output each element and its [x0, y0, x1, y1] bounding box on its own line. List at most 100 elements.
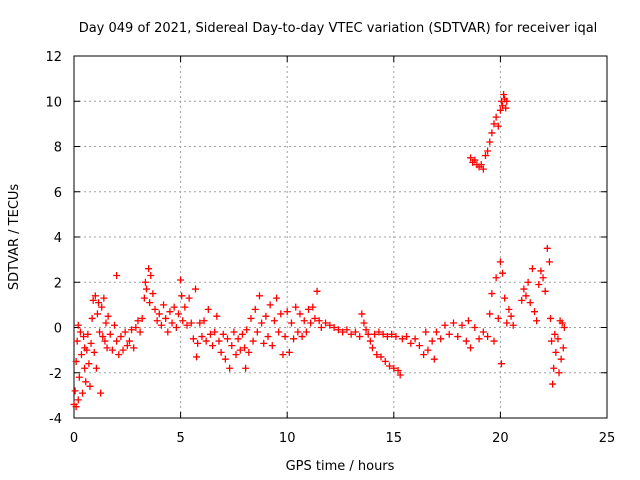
data-point [424, 346, 432, 354]
data-point [428, 337, 436, 345]
data-point [264, 333, 272, 341]
data-point [415, 342, 423, 350]
data-point [85, 360, 93, 368]
data-point [371, 330, 379, 338]
data-point [198, 333, 206, 341]
data-point [202, 337, 210, 345]
x-axis-label: GPS time / hours [286, 459, 395, 474]
data-point [458, 321, 466, 329]
data-point [422, 328, 430, 336]
data-point [72, 357, 80, 365]
data-point [309, 303, 317, 311]
data-point [75, 373, 83, 381]
data-point [381, 357, 389, 365]
data-point [449, 319, 457, 327]
data-point [266, 301, 274, 309]
data-point [383, 333, 391, 341]
data-point [494, 314, 502, 322]
data-point [76, 328, 84, 336]
data-point [539, 274, 547, 282]
x-tick-label: 5 [176, 431, 184, 446]
data-point [430, 355, 438, 363]
data-point [221, 355, 229, 363]
data-point [113, 337, 121, 345]
data-point [82, 378, 90, 386]
data-point [125, 337, 133, 345]
data-point [494, 122, 502, 130]
data-point [136, 328, 144, 336]
data-point [537, 267, 545, 275]
data-point [360, 319, 368, 327]
data-point [88, 314, 96, 322]
data-point [500, 90, 508, 98]
data-point [441, 321, 449, 329]
data-point [160, 301, 168, 309]
data-point [200, 317, 208, 325]
data-point [162, 314, 170, 322]
data-point [196, 319, 204, 327]
data-point [503, 97, 511, 105]
data-point [111, 321, 119, 329]
data-point [96, 328, 104, 336]
data-point [194, 339, 202, 347]
data-point [557, 355, 565, 363]
data-point [330, 324, 338, 331]
data-point [313, 287, 321, 295]
y-tick-label: 12 [45, 50, 62, 65]
data-point [311, 314, 319, 322]
data-point [238, 330, 246, 338]
data-point [185, 294, 193, 302]
data-point [181, 303, 189, 311]
data-point [467, 344, 475, 352]
data-point [528, 265, 536, 273]
data-point [526, 299, 534, 307]
data-point [84, 330, 92, 338]
data-point [503, 319, 511, 327]
y-tick-label: -2 [49, 367, 62, 382]
data-point [366, 337, 374, 345]
data-point [243, 326, 251, 334]
data-point [83, 346, 91, 354]
data-point [403, 333, 411, 341]
data-point [87, 339, 95, 347]
data-point [93, 310, 101, 318]
data-point [147, 271, 155, 279]
data-point [509, 321, 517, 329]
data-point [388, 330, 396, 338]
data-point [99, 333, 107, 341]
x-tick-label: 0 [70, 431, 78, 446]
data-point [100, 294, 108, 302]
data-point [322, 319, 330, 327]
data-point [302, 328, 310, 336]
data-point [501, 294, 509, 302]
data-point [432, 328, 440, 336]
data-point [123, 342, 131, 350]
data-point [81, 364, 89, 372]
data-point [177, 276, 185, 284]
data-point [555, 369, 563, 377]
data-point [95, 299, 103, 307]
data-point [121, 328, 129, 336]
data-point [490, 337, 498, 345]
data-point [486, 138, 494, 146]
data-point [119, 346, 127, 354]
data-point [117, 333, 125, 341]
data-point [477, 161, 485, 169]
data-point [471, 324, 479, 331]
data-point [72, 403, 80, 411]
data-point [134, 317, 142, 325]
data-points [70, 90, 568, 411]
data-point [71, 387, 79, 395]
data-point [151, 305, 159, 313]
data-point [407, 339, 415, 347]
data-point [502, 104, 510, 112]
data-point [420, 351, 428, 359]
data-point [398, 335, 406, 343]
data-point [524, 278, 532, 286]
data-point [481, 152, 489, 160]
data-point [558, 319, 566, 327]
data-point [104, 312, 112, 320]
data-point [298, 333, 306, 341]
data-point [394, 366, 402, 374]
